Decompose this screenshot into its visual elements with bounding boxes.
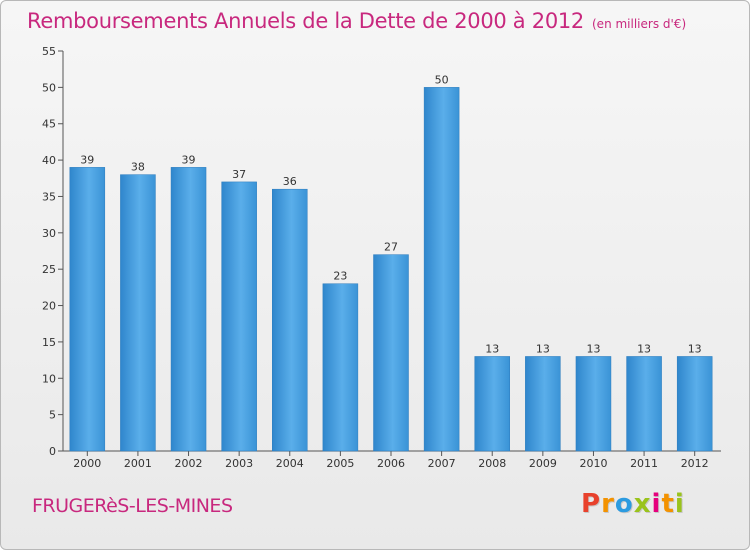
brand-letter: r (601, 489, 615, 519)
brand-letter: i (674, 489, 685, 519)
bar-2005 (322, 283, 359, 452)
brand-letter: t (661, 489, 675, 519)
y-tick-label: 45 (42, 118, 56, 131)
x-axis: 2000 2001 2002 2003 2004 2005 2006 2007 2008 2009… (63, 450, 721, 470)
data-label-2002: 39 (182, 153, 196, 166)
chart-title: Remboursements Annuels de la Dette de 20… (27, 9, 584, 33)
data-label-2004: 36 (283, 175, 297, 188)
x-tick-label: 2010 (579, 457, 607, 470)
x-tick-label: 2008 (478, 457, 506, 470)
commune-name: FRUGERèS-LES-MINES (32, 495, 233, 517)
data-label-2011: 13 (637, 342, 651, 355)
x-tick-label: 2004 (276, 457, 304, 470)
chart-subtitle: (en milliers d'€) (592, 17, 687, 31)
bars (69, 87, 713, 452)
y-tick-label: 20 (42, 300, 56, 313)
data-label-2001: 38 (131, 161, 145, 174)
data-label-2008: 13 (485, 342, 499, 355)
title-row: Remboursements Annuels de la Dette de 20… (27, 9, 686, 33)
x-tick-label: 2006 (377, 457, 405, 470)
bar-2012 (676, 356, 713, 452)
data-label-2007: 50 (435, 73, 449, 86)
y-tick-label: 25 (42, 263, 56, 276)
y-tick-label: 35 (42, 190, 56, 203)
y-tick-label: 30 (42, 227, 56, 240)
bar-2003 (221, 181, 257, 452)
bar-2002 (170, 167, 207, 452)
x-tick-label: 2000 (73, 457, 101, 470)
x-tick-label: 2005 (326, 457, 354, 470)
bar-2009 (525, 356, 561, 452)
y-tick-label: 15 (42, 336, 56, 349)
y-tick-label: 50 (42, 81, 56, 94)
data-label-2005: 23 (333, 270, 347, 283)
data-labels: 39 38 39 37 36 23 27 50 13 13 13 13 13 (80, 73, 701, 355)
data-label-2009: 13 (536, 342, 550, 355)
data-label-2006: 27 (384, 241, 398, 254)
bar-2006 (373, 254, 409, 452)
bar-2007 (423, 87, 460, 452)
data-label-2012: 13 (688, 342, 702, 355)
x-tick-label: 2011 (630, 457, 658, 470)
bar-2011 (626, 356, 662, 452)
x-tick-label: 2003 (225, 457, 253, 470)
bar-2004 (272, 188, 308, 452)
data-label-2003: 37 (232, 168, 246, 181)
bar-2001 (120, 174, 156, 452)
brand-letter: o (614, 489, 634, 519)
x-tick-label: 2007 (428, 457, 456, 470)
x-tick-label: 2012 (681, 457, 709, 470)
data-label-2000: 39 (80, 153, 94, 166)
bar-2008 (474, 356, 510, 452)
y-tick-label: 5 (49, 409, 56, 422)
y-tick-label: 0 (49, 445, 56, 458)
bar-2010 (575, 356, 612, 452)
brand-letter: x (633, 489, 652, 519)
y-axis: 0 5 10 15 20 25 30 35 40 45 50 55 (42, 45, 64, 458)
brand-logo: Proxiti (581, 489, 685, 519)
y-tick-label: 10 (42, 372, 56, 385)
brand-letter: P (581, 489, 602, 519)
brand-letter: i (651, 489, 662, 519)
x-tick-label: 2009 (529, 457, 557, 470)
x-tick-label: 2001 (124, 457, 152, 470)
y-tick-label: 40 (42, 154, 56, 167)
bar-2000 (69, 167, 106, 452)
x-tick-label: 2002 (175, 457, 203, 470)
data-label-2010: 13 (586, 342, 600, 355)
y-tick-label: 55 (42, 45, 56, 58)
